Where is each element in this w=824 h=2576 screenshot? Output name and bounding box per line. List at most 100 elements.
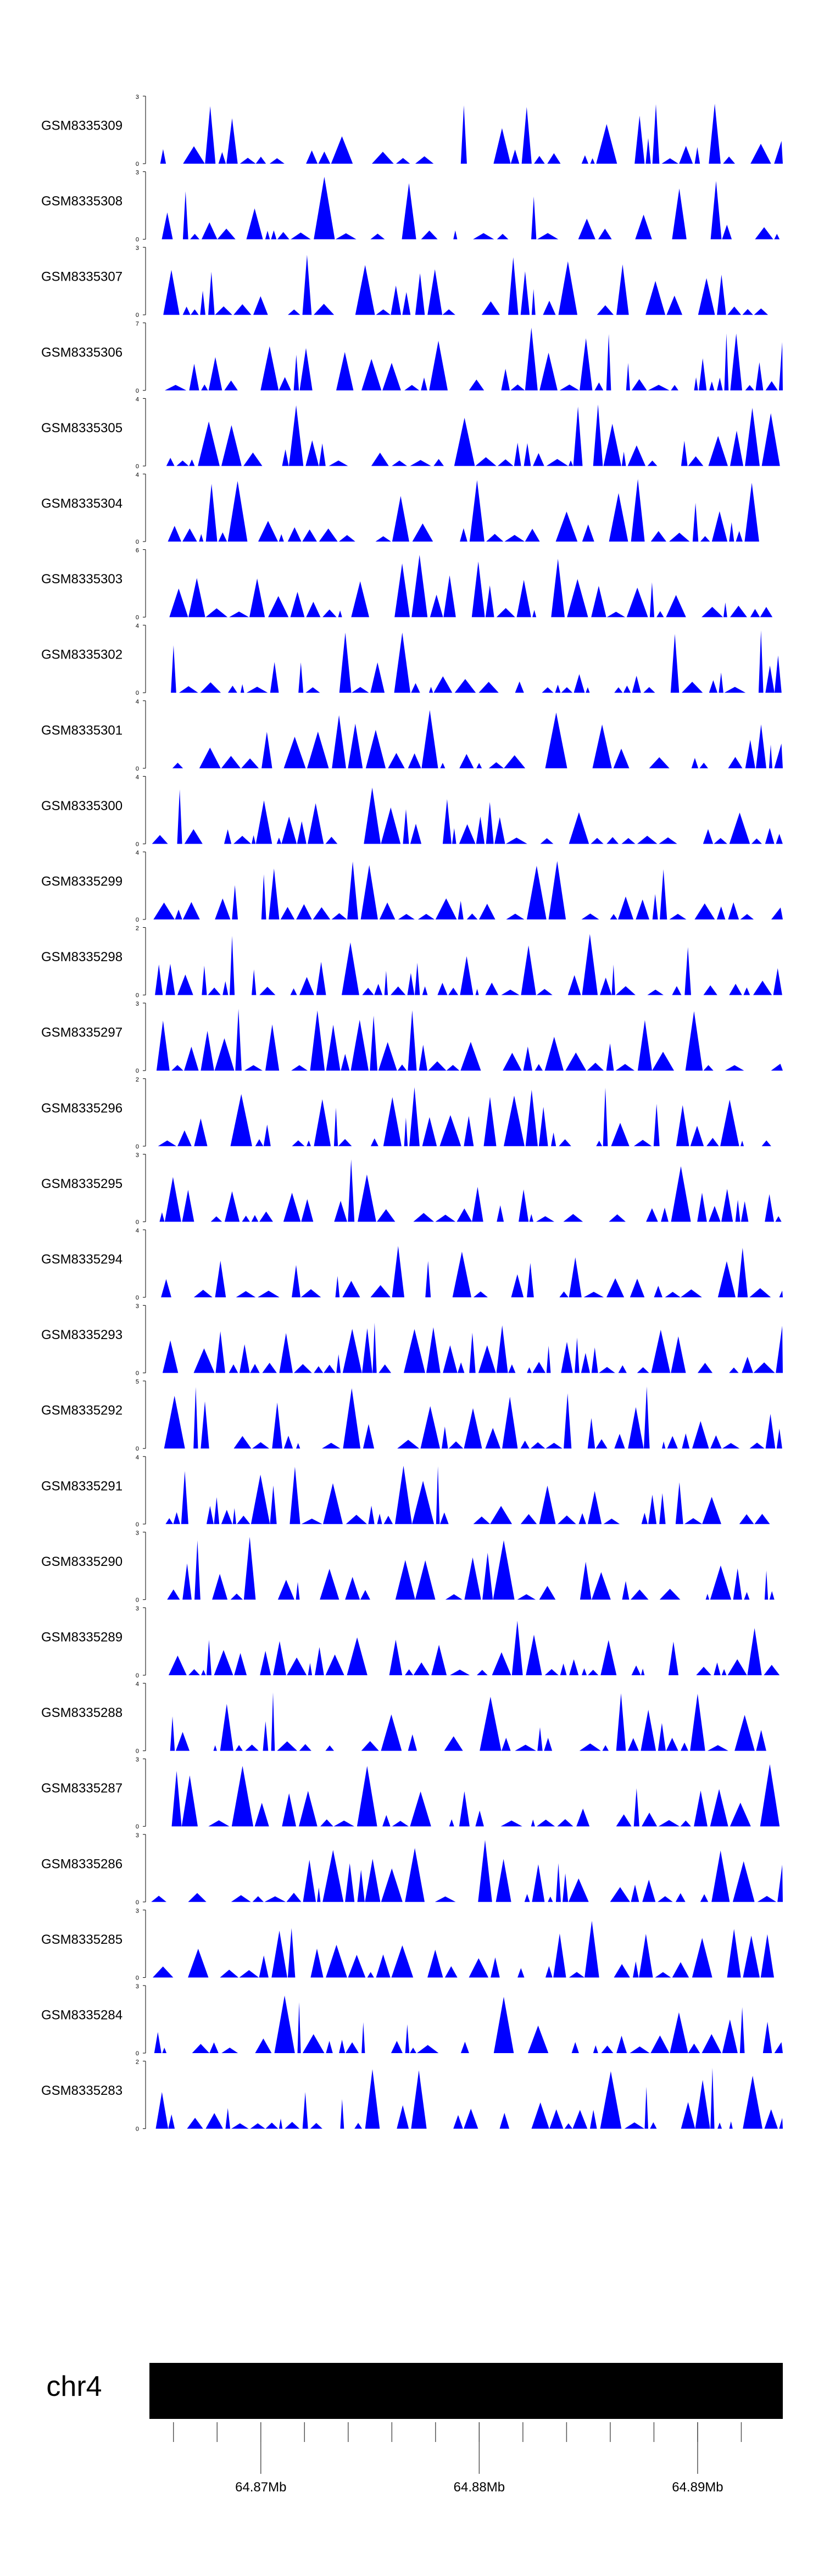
genomic-axis: 64.87Mb 64.88Mb 64.89Mb xyxy=(172,2422,742,2495)
track-label: GSM8335286 xyxy=(41,1856,123,1871)
track-label: GSM8335309 xyxy=(41,119,123,133)
coverage-area xyxy=(149,1159,783,1222)
track-ymax-label: 4 xyxy=(136,472,139,478)
track-ymin-label: 0 xyxy=(136,2050,139,2057)
track-label: GSM8335305 xyxy=(41,421,123,436)
track-label: GSM8335293 xyxy=(41,1328,123,1342)
coverage-area xyxy=(149,1995,783,2053)
track-ymin-label: 0 xyxy=(136,993,139,999)
coverage-area xyxy=(149,1087,783,1146)
track-ymin-label: 0 xyxy=(136,463,139,470)
coverage-area xyxy=(149,1764,783,1827)
track-ymax-label: 3 xyxy=(136,1303,139,1310)
track-GSM8335306: GSM8335306 7 0 xyxy=(41,321,783,394)
track-ymax-label: 4 xyxy=(136,774,139,780)
track-ymin-label: 0 xyxy=(136,917,139,923)
track-GSM8335305: GSM8335305 4 0 xyxy=(41,396,783,470)
coverage-area xyxy=(149,327,783,391)
track-GSM8335283: GSM8335283 2 0 xyxy=(41,2059,783,2133)
track-ymin-label: 0 xyxy=(136,1824,139,1830)
track-ymax-label: 3 xyxy=(136,1908,139,1914)
track-GSM8335308: GSM8335308 3 0 xyxy=(41,170,783,243)
track-label: GSM8335299 xyxy=(41,874,123,889)
track-ymax-label: 3 xyxy=(136,1983,139,1990)
track-GSM8335292: GSM8335292 5 0 xyxy=(41,1379,783,1452)
track-GSM8335289: GSM8335289 3 0 xyxy=(41,1605,783,1679)
track-GSM8335286: GSM8335286 3 0 xyxy=(41,1832,783,1906)
track-ymin-label: 0 xyxy=(136,1597,139,1603)
coverage-area xyxy=(149,630,783,693)
axis-tick-label: 64.87Mb xyxy=(235,2480,286,2495)
track-label: GSM8335300 xyxy=(41,799,123,813)
track-label: GSM8335283 xyxy=(41,2083,123,2098)
track-ymin-label: 0 xyxy=(136,1370,139,1377)
track-ymax-label: 4 xyxy=(136,623,139,629)
coverage-area xyxy=(149,176,783,239)
track-label: GSM8335294 xyxy=(41,1252,123,1267)
track-label: GSM8335296 xyxy=(41,1101,123,1116)
track-label: GSM8335295 xyxy=(41,1177,123,1191)
track-GSM8335298: GSM8335298 2 0 xyxy=(41,925,783,999)
track-ymin-label: 0 xyxy=(136,312,139,319)
track-label: GSM8335288 xyxy=(41,1705,123,1720)
track-ymin-label: 0 xyxy=(136,1068,139,1074)
track-ymax-label: 3 xyxy=(136,1530,139,1536)
coverage-area xyxy=(149,787,783,844)
chromosome-bar xyxy=(149,2363,783,2419)
track-GSM8335301: GSM8335301 4 0 xyxy=(41,699,783,772)
track-GSM8335293: GSM8335293 3 0 xyxy=(41,1303,783,1377)
track-GSM8335285: GSM8335285 3 0 xyxy=(41,1908,783,1981)
track-GSM8335302: GSM8335302 4 0 xyxy=(41,623,783,696)
track-ymin-label: 0 xyxy=(136,615,139,621)
tracks-layer: GSM833530930GSM833530830GSM833530730GSM8… xyxy=(41,94,783,2133)
track-ymax-label: 2 xyxy=(136,925,139,932)
track-label: GSM8335297 xyxy=(41,1025,123,1040)
track-ymin-label: 0 xyxy=(136,237,139,243)
track-ymin-label: 0 xyxy=(136,690,139,696)
track-label: GSM8335289 xyxy=(41,1630,123,1645)
track-GSM8335291: GSM8335291 4 0 xyxy=(41,1454,783,1528)
track-ymax-label: 5 xyxy=(136,1379,139,1385)
track-ymin-label: 0 xyxy=(136,1295,139,1301)
track-ymax-label: 4 xyxy=(136,1228,139,1234)
track-label: GSM8335284 xyxy=(41,2008,123,2023)
track-label: GSM8335290 xyxy=(41,1554,123,1569)
track-label: GSM8335303 xyxy=(41,572,123,587)
track-ymin-label: 0 xyxy=(136,388,139,394)
chromosome-label: chr4 xyxy=(46,2371,102,2402)
coverage-area xyxy=(149,710,783,768)
track-GSM8335303: GSM8335303 6 0 xyxy=(41,548,783,621)
track-label: GSM8335307 xyxy=(41,270,123,285)
chromosome-ideogram: chr4 xyxy=(46,2363,783,2419)
track-ymax-label: 4 xyxy=(136,1681,139,1688)
track-ymax-label: 3 xyxy=(136,1001,139,1007)
track-ymax-label: 4 xyxy=(136,699,139,705)
track-ymin-label: 0 xyxy=(136,161,139,168)
coverage-area xyxy=(149,1840,783,1902)
coverage-area xyxy=(149,1386,783,1449)
track-GSM8335284: GSM8335284 3 0 xyxy=(41,1983,783,2057)
track-ymax-label: 2 xyxy=(136,1077,139,1083)
coverage-area xyxy=(149,1009,783,1071)
track-label: GSM8335292 xyxy=(41,1403,123,1418)
track-label: GSM8335308 xyxy=(41,194,123,209)
track-label: GSM8335302 xyxy=(41,648,123,662)
track-label: GSM8335287 xyxy=(41,1781,123,1796)
axis-tick-label: 64.88Mb xyxy=(454,2480,505,2495)
coverage-area xyxy=(149,255,783,315)
coverage-area xyxy=(149,1692,783,1751)
track-GSM8335307: GSM8335307 3 0 xyxy=(41,245,783,319)
axis-tick-label: 64.89Mb xyxy=(672,2480,723,2495)
track-ymin-label: 0 xyxy=(136,766,139,772)
track-ymin-label: 0 xyxy=(136,1748,139,1755)
track-GSM8335300: GSM8335300 4 0 xyxy=(41,774,783,847)
track-GSM8335295: GSM8335295 3 0 xyxy=(41,1152,783,1225)
coverage-area xyxy=(149,1537,783,1600)
track-GSM8335309: GSM8335309 3 0 xyxy=(41,94,783,168)
track-label: GSM8335298 xyxy=(41,950,123,964)
track-ymin-label: 0 xyxy=(136,1219,139,1225)
coverage-area xyxy=(149,2068,783,2129)
coverage-area xyxy=(149,404,783,466)
track-label: GSM8335301 xyxy=(41,723,123,738)
